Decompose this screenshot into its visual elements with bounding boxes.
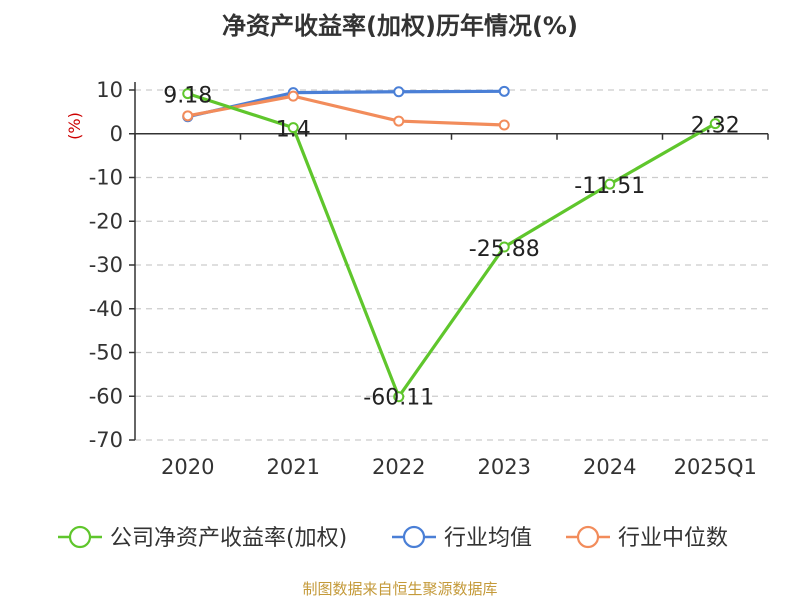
x-tick-label: 2022 [372,455,425,479]
chart-title: 净资产收益率(加权)历年情况(%) [222,12,578,40]
y-tick-label: -40 [89,297,123,321]
y-tick-label: -50 [89,341,123,365]
data-point [182,110,194,122]
data-label: -60.11 [363,386,434,411]
legend-marker [576,525,600,549]
x-tick-label: 2025Q1 [674,455,757,479]
data-label: -25.88 [469,237,540,262]
y-tick-label: -60 [89,384,123,408]
data-point [182,88,194,100]
series-line [187,94,505,127]
series-lines [182,85,721,403]
series-line [187,92,717,399]
y-tick-label: 10 [96,78,123,102]
series-line [187,89,505,119]
legend-marker [68,525,92,549]
legend-marker [402,525,426,549]
y-tick-label: 0 [110,122,123,146]
data-point [604,178,616,190]
grid-lines [135,89,768,441]
y-tick-label: -30 [89,253,123,277]
data-label: 1.4 [276,118,311,143]
y-tick-label: -10 [89,166,123,190]
data-point [498,241,510,253]
data-point [393,115,405,127]
x-tick-label: 2023 [478,455,531,479]
data-label: 2.32 [691,114,740,139]
data-point [393,86,405,98]
data-label: -11.51 [574,174,645,199]
legend-label: 行业中位数 [618,526,728,551]
source-footer: 制图数据来自恒生聚源数据库 [302,580,498,598]
axes: 10 0 -10 -20 -30 -40 -50 -60 -70 2020 2021 2022 2023… [65,78,769,479]
data-point [498,85,510,97]
data-point [287,90,299,102]
data-labels: 9.18 1.4 -60.11 -25.88 -11.51 2.32 [163,84,739,411]
data-point [393,391,405,403]
x-tick-label: 2021 [267,455,320,479]
data-label: 9.18 [163,84,212,109]
y-tick-label: -70 [89,428,123,452]
legend-label: 公司净资产收益率(加权) [110,526,347,551]
legend: 公司净资产收益率(加权) 行业均值 行业中位数 [58,525,728,551]
data-point [287,122,299,134]
x-tick-label: 2020 [161,455,214,479]
legend-label: 行业均值 [444,526,532,551]
data-point [498,119,510,131]
y-axis-label: (%) [65,112,84,140]
data-point [709,118,721,130]
y-tick-label: -20 [89,209,123,233]
x-tick-label: 2024 [583,455,636,479]
